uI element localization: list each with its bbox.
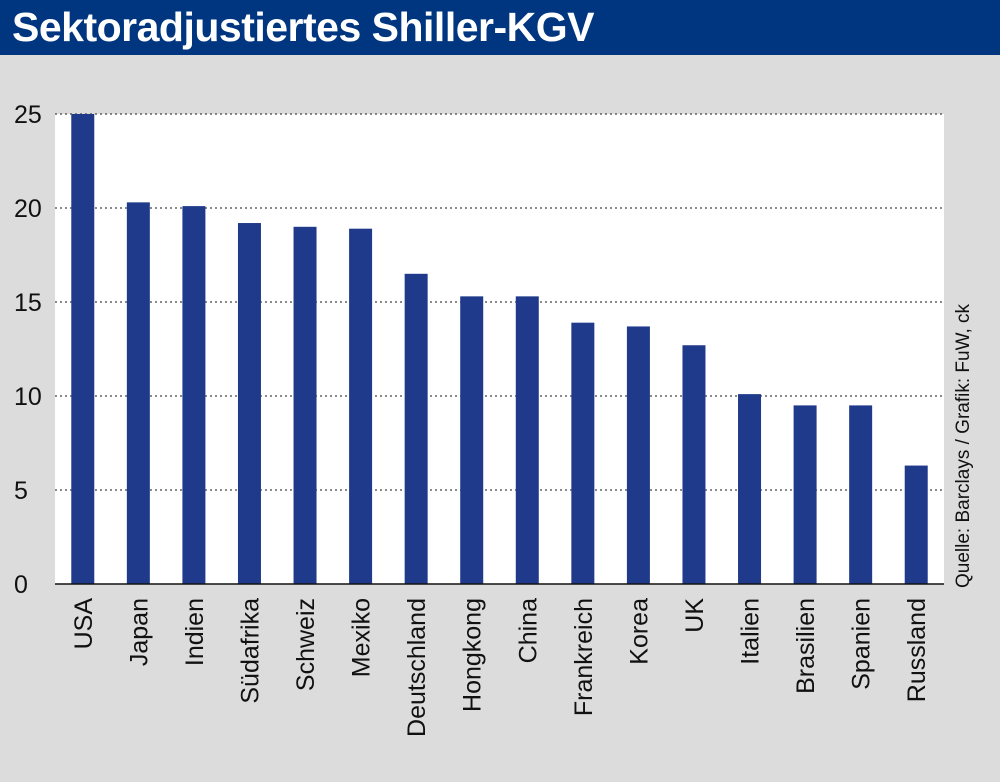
x-tick-label: Südafrika — [236, 598, 264, 704]
x-tick-label: Frankreich — [570, 598, 598, 716]
bar-korea — [626, 326, 650, 584]
bar-china — [515, 296, 539, 584]
bars — [71, 114, 928, 585]
y-axis-ticks: 0 5 10 15 20 25 — [14, 101, 42, 599]
x-tick-label: Mexiko — [348, 598, 376, 677]
y-tick-label: 25 — [14, 101, 42, 129]
x-tick-label: Schweiz — [292, 598, 320, 691]
y-tick-label: 5 — [14, 477, 28, 505]
x-tick-label: Indien — [181, 598, 209, 666]
x-tick-label: USA — [70, 598, 98, 650]
y-tick-label: 20 — [14, 195, 42, 223]
y-tick-label: 15 — [14, 289, 42, 317]
x-axis-labels: USA Japan Indien Südafrika Schweiz Mexiko Deut… — [70, 598, 931, 737]
title-bar: Sektoradjustiertes Shiller-KGV — [0, 0, 1000, 55]
x-tick-label: Hongkong — [459, 598, 487, 712]
bar-russland — [904, 465, 928, 584]
x-tick-label: Japan — [125, 598, 153, 666]
bar-schweiz — [293, 226, 317, 585]
x-tick-label: China — [514, 598, 542, 663]
bar-brasilien — [793, 405, 817, 584]
bar-hongkong — [460, 296, 484, 584]
bar-indien — [182, 206, 206, 584]
chart-title: Sektoradjustiertes Shiller-KGV — [12, 4, 594, 50]
y-tick-label: 0 — [14, 571, 28, 599]
x-tick-label: Brasilien — [792, 598, 820, 694]
bar-spanien — [849, 405, 873, 584]
bar-usa — [71, 114, 95, 584]
bar-chart: 0 5 10 15 20 25 USA Japan Indien Südafrika Schwei… — [14, 101, 974, 737]
x-tick-label: Italien — [737, 598, 765, 665]
x-tick-label: UK — [681, 598, 709, 633]
bar-südafrika — [237, 223, 261, 585]
bar-deutschland — [404, 273, 428, 584]
x-tick-label: Spanien — [848, 598, 876, 690]
x-tick-label: Korea — [625, 598, 653, 665]
x-tick-label: Russland — [903, 598, 931, 702]
y-tick-label: 10 — [14, 383, 42, 411]
bar-frankreich — [571, 322, 595, 584]
x-tick-label: Deutschland — [403, 598, 431, 737]
bar-italien — [738, 394, 762, 584]
bar-uk — [682, 345, 706, 584]
bar-japan — [126, 202, 150, 585]
bar-mexiko — [349, 228, 373, 584]
source-label: Quelle: Barclays / Grafik: FuW, ck — [953, 303, 974, 588]
